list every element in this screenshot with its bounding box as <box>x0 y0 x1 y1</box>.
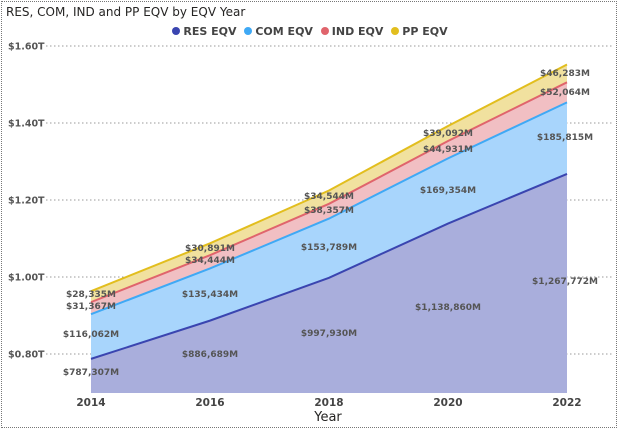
data-label: $886,689M <box>182 350 238 360</box>
data-label: $30,891M <box>185 244 235 254</box>
legend-item-com[interactable]: COM EQV <box>244 25 313 38</box>
legend-dot-icon <box>244 27 253 35</box>
data-label: $185,815M <box>537 133 593 143</box>
x-tick-label: 2016 <box>195 397 224 409</box>
x-tick-label: 2020 <box>433 397 462 409</box>
line-com-eqv <box>90 101 568 316</box>
data-label: $44,931M <box>423 145 473 155</box>
chart-title: RES, COM, IND and PP EQV by EQV Year <box>6 5 246 19</box>
data-label: $153,789M <box>301 243 357 253</box>
data-label: $39,092M <box>423 129 473 139</box>
data-label: $31,367M <box>66 302 116 312</box>
data-label: $787,307M <box>63 368 119 378</box>
line-res-eqv <box>90 172 568 360</box>
data-label: $1,267,772M <box>532 277 598 287</box>
y-tick-label: $1.40T <box>8 119 45 130</box>
legend-label: RES EQV <box>183 25 237 38</box>
data-label: $169,354M <box>420 186 476 196</box>
x-tick-label: 2022 <box>552 397 581 409</box>
legend-dot-icon <box>391 27 400 35</box>
legend-item-ind[interactable]: IND EQV <box>320 25 384 38</box>
data-label: $28,335M <box>66 290 116 300</box>
legend-label: IND EQV <box>331 25 384 38</box>
y-tick-label: $0.80T <box>8 350 45 361</box>
area-com-eqv <box>91 102 567 359</box>
data-label: $46,283M <box>540 69 590 79</box>
x-axis-title: Year <box>313 410 342 425</box>
y-tick-label: $1.00T <box>8 273 45 284</box>
y-tick-label: $1.60T <box>8 42 45 53</box>
data-label: $52,064M <box>540 88 590 98</box>
legend-label: PP EQV <box>402 25 448 38</box>
legend: RES EQV COM EQV IND EQV PP EQV <box>0 25 620 38</box>
x-tick-label: 2018 <box>314 397 343 409</box>
data-label: $997,930M <box>301 329 357 339</box>
legend-item-pp[interactable]: PP EQV <box>391 25 448 38</box>
data-label: $1,138,860M <box>415 303 481 313</box>
data-label: $34,544M <box>304 192 354 202</box>
area-pp-eqv <box>91 64 567 303</box>
legend-dot-icon <box>320 27 329 35</box>
legend-item-res[interactable]: RES EQV <box>172 25 237 38</box>
data-label: $116,062M <box>63 330 119 340</box>
legend-dot-icon <box>172 27 181 35</box>
legend-label: COM EQV <box>255 25 313 38</box>
area-res-eqv <box>91 173 567 393</box>
line-pp-eqv <box>90 63 568 293</box>
y-tick-label: $1.20T <box>8 196 45 207</box>
x-tick-label: 2014 <box>76 397 105 409</box>
data-label: $34,444M <box>185 256 235 266</box>
line-ind-eqv <box>90 81 568 304</box>
data-label: $135,434M <box>182 290 238 300</box>
data-label: $38,357M <box>304 206 354 216</box>
